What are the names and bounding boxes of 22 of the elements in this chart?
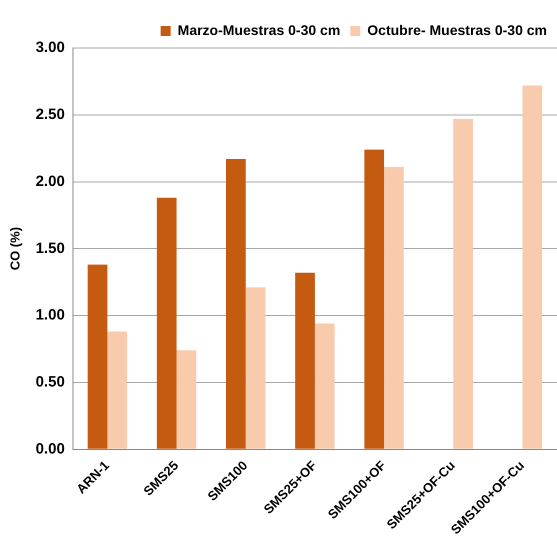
bar [314, 324, 335, 449]
bar [384, 167, 404, 449]
legend-label: Octubre- Muestras 0-30 cm [367, 22, 548, 38]
y-tick-label: 3.00 [36, 39, 65, 56]
y-tick-label: 0.50 [36, 374, 65, 391]
legend-label: Marzo-Muestras 0-30 cm [178, 22, 340, 38]
bar [364, 150, 384, 449]
y-tick-label: 1.00 [36, 306, 65, 324]
y-tick-label: 0.00 [36, 440, 65, 458]
y-tick-label: 2.00 [36, 172, 65, 190]
bar [522, 85, 542, 449]
y-tick-label: 2.50 [36, 106, 65, 124]
y-axis-title: CO (%) [7, 226, 22, 270]
bar [295, 272, 315, 449]
y-tick-label: 1.50 [36, 240, 65, 257]
bar [246, 287, 266, 449]
bar [176, 350, 196, 449]
bar [88, 264, 108, 449]
bar [156, 198, 177, 449]
bar [226, 159, 246, 449]
bar [453, 118, 473, 449]
bar [107, 332, 128, 449]
